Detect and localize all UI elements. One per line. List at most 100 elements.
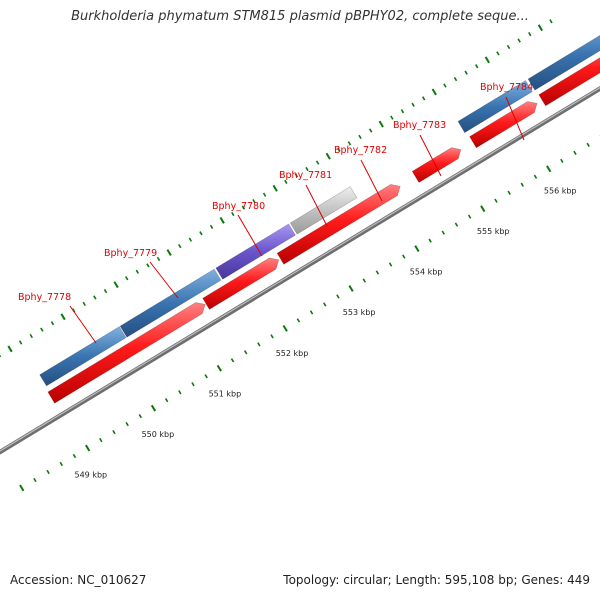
outer-tick — [29, 333, 33, 339]
gene-label-bphy_7781: Bphy_7781 — [279, 170, 332, 181]
ruler-tick — [480, 205, 486, 213]
outer-tick — [358, 134, 362, 140]
ruler-tick — [309, 310, 314, 315]
outer-tick — [528, 32, 532, 37]
reverse-gene-bar — [527, 35, 600, 91]
outer-tick — [93, 295, 97, 300]
backbone-line — [0, 85, 600, 455]
gene-leader-line — [149, 261, 179, 299]
gene-label-bphy_7779: Bphy_7779 — [104, 248, 157, 259]
map-title: Burkholderia phymatum STM815 plasmid pBP… — [71, 9, 529, 24]
ruler-tick — [507, 190, 511, 195]
outer-tick — [464, 70, 468, 75]
outer-tick — [431, 88, 437, 96]
outer-tick — [135, 269, 140, 274]
ruler-tick — [520, 182, 525, 187]
outer-tick — [325, 152, 331, 160]
gene-leader-line — [505, 96, 525, 141]
forward-gene-arrow — [469, 101, 538, 149]
topology-summary: Topology: circular; Length: 595,108 bp; … — [283, 573, 590, 587]
outer-tick — [18, 340, 23, 345]
reverse-gene-bar — [215, 223, 296, 280]
outer-tick — [443, 83, 447, 88]
outer-tick — [400, 109, 405, 114]
ruler-label-552: 552 kbp — [276, 349, 309, 358]
ruler-tick — [296, 318, 301, 323]
outer-tick — [209, 224, 214, 229]
ruler-tick — [243, 350, 248, 355]
outer-tick — [103, 288, 108, 294]
forward-gene-arrow — [538, 57, 600, 107]
ruler-tick — [33, 477, 37, 483]
gene-label-bphy_7782: Bphy_7782 — [334, 145, 387, 156]
backbone-line — [0, 85, 600, 455]
outer-tick — [421, 96, 426, 101]
outer-tick — [517, 38, 521, 43]
outer-tick-row — [0, 19, 553, 358]
gene-label-bphy_7780: Bphy_7780 — [212, 201, 265, 212]
ruler-label-550: 550 kbp — [142, 430, 175, 439]
ruler-tick — [191, 382, 195, 387]
ruler-tick — [112, 429, 116, 435]
reverse-gene-bar — [39, 326, 127, 387]
ruler-tick — [402, 254, 406, 259]
ruler-label-551: 551 kbp — [209, 389, 242, 398]
outer-tick — [7, 345, 13, 353]
reverse-gene-bar — [289, 186, 358, 235]
ruler-tick — [282, 324, 288, 332]
ruler-tick — [362, 278, 366, 283]
ruler-tick — [454, 222, 459, 227]
outer-tick — [305, 166, 309, 172]
gene-labels: Bphy_7778 Bphy_7779 Bphy_7780 Bphy_7781 Bphy… — [18, 82, 533, 344]
outer-tick — [146, 263, 150, 268]
gene-label-bphy_7783: Bphy_7783 — [393, 120, 446, 131]
ruler-tick — [216, 364, 222, 372]
outer-tick — [82, 301, 87, 307]
ruler-tick — [72, 453, 77, 459]
ruler-tick — [467, 214, 472, 219]
outer-tick — [231, 211, 235, 217]
outer-tick — [219, 216, 225, 224]
forward-gene-arrow — [202, 257, 280, 310]
ruler-tick — [19, 484, 25, 492]
ruler-label-549: 549 kbp — [75, 471, 108, 480]
ruler-tick — [388, 262, 393, 267]
ruler-tick — [546, 165, 552, 173]
outer-tick — [113, 281, 119, 289]
outer-tick — [484, 56, 490, 64]
outer-tick — [272, 184, 278, 192]
ruler-tick — [270, 334, 274, 339]
ruler-tick — [428, 238, 432, 243]
outer-tick — [411, 102, 415, 107]
gene-label-bphy_7784: Bphy_7784 — [480, 82, 533, 93]
outer-tick — [294, 173, 299, 178]
ruler-tick — [46, 469, 50, 475]
gene-leader-line — [237, 214, 263, 257]
outer-tick — [156, 256, 161, 262]
ruler-tick — [99, 437, 103, 443]
ruler-tick — [138, 414, 143, 419]
outer-tick — [496, 51, 500, 56]
outer-tick — [262, 192, 267, 197]
ruler-tick — [533, 174, 538, 179]
outer-tick — [475, 64, 479, 69]
outer-tick — [390, 115, 394, 120]
ruler-tick — [573, 150, 577, 155]
gene-leader-line — [69, 305, 97, 344]
ruler-labels: 549 kbp 550 kbp 551 kbp 552 kbp 553 kbp 554 k… — [75, 186, 577, 479]
ruler-label-556: 556 kbp — [544, 186, 577, 195]
outer-tick — [60, 313, 66, 321]
reverse-strand-genes — [39, 35, 600, 387]
outer-tick — [347, 141, 352, 146]
gene-leader-line — [305, 184, 328, 227]
outer-tick — [40, 327, 44, 332]
ruler-label-554: 554 kbp — [410, 268, 443, 277]
outer-tick — [252, 199, 256, 204]
ruler-tick — [164, 398, 169, 403]
ruler-tick — [85, 444, 91, 452]
outer-tick — [50, 321, 55, 326]
ruler-tick — [59, 461, 63, 467]
outer-tick — [537, 24, 543, 32]
outer-tick — [549, 19, 553, 24]
